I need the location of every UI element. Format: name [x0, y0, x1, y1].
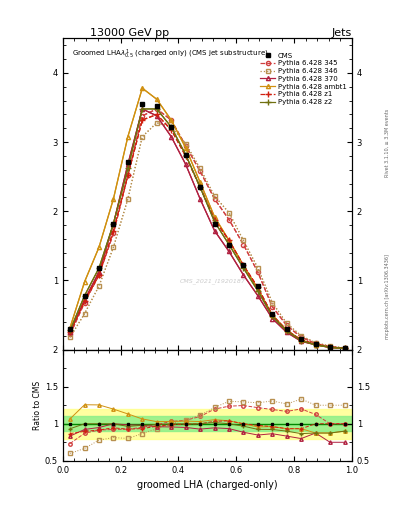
X-axis label: groomed LHA (charged-only): groomed LHA (charged-only) [137, 480, 277, 490]
Text: CMS_2021_I1920187: CMS_2021_I1920187 [180, 279, 246, 284]
Y-axis label: Ratio to CMS: Ratio to CMS [33, 380, 42, 430]
Bar [63, 409, 352, 439]
Text: Rivet 3.1.10, ≥ 3.3M events: Rivet 3.1.10, ≥ 3.3M events [385, 109, 389, 178]
Text: mcplots.cern.ch [arXiv:1306.3436]: mcplots.cern.ch [arXiv:1306.3436] [385, 254, 389, 339]
Bar [63, 416, 352, 431]
Text: Groomed LHA$\lambda^{1}_{0.5}$ (charged only) (CMS jet substructure): Groomed LHA$\lambda^{1}_{0.5}$ (charged … [72, 48, 268, 61]
Text: Jets: Jets [331, 28, 352, 38]
Text: 13000 GeV pp: 13000 GeV pp [90, 28, 169, 38]
Legend: CMS, Pythia 6.428 345, Pythia 6.428 346, Pythia 6.428 370, Pythia 6.428 ambt1, P: CMS, Pythia 6.428 345, Pythia 6.428 346,… [259, 51, 348, 106]
